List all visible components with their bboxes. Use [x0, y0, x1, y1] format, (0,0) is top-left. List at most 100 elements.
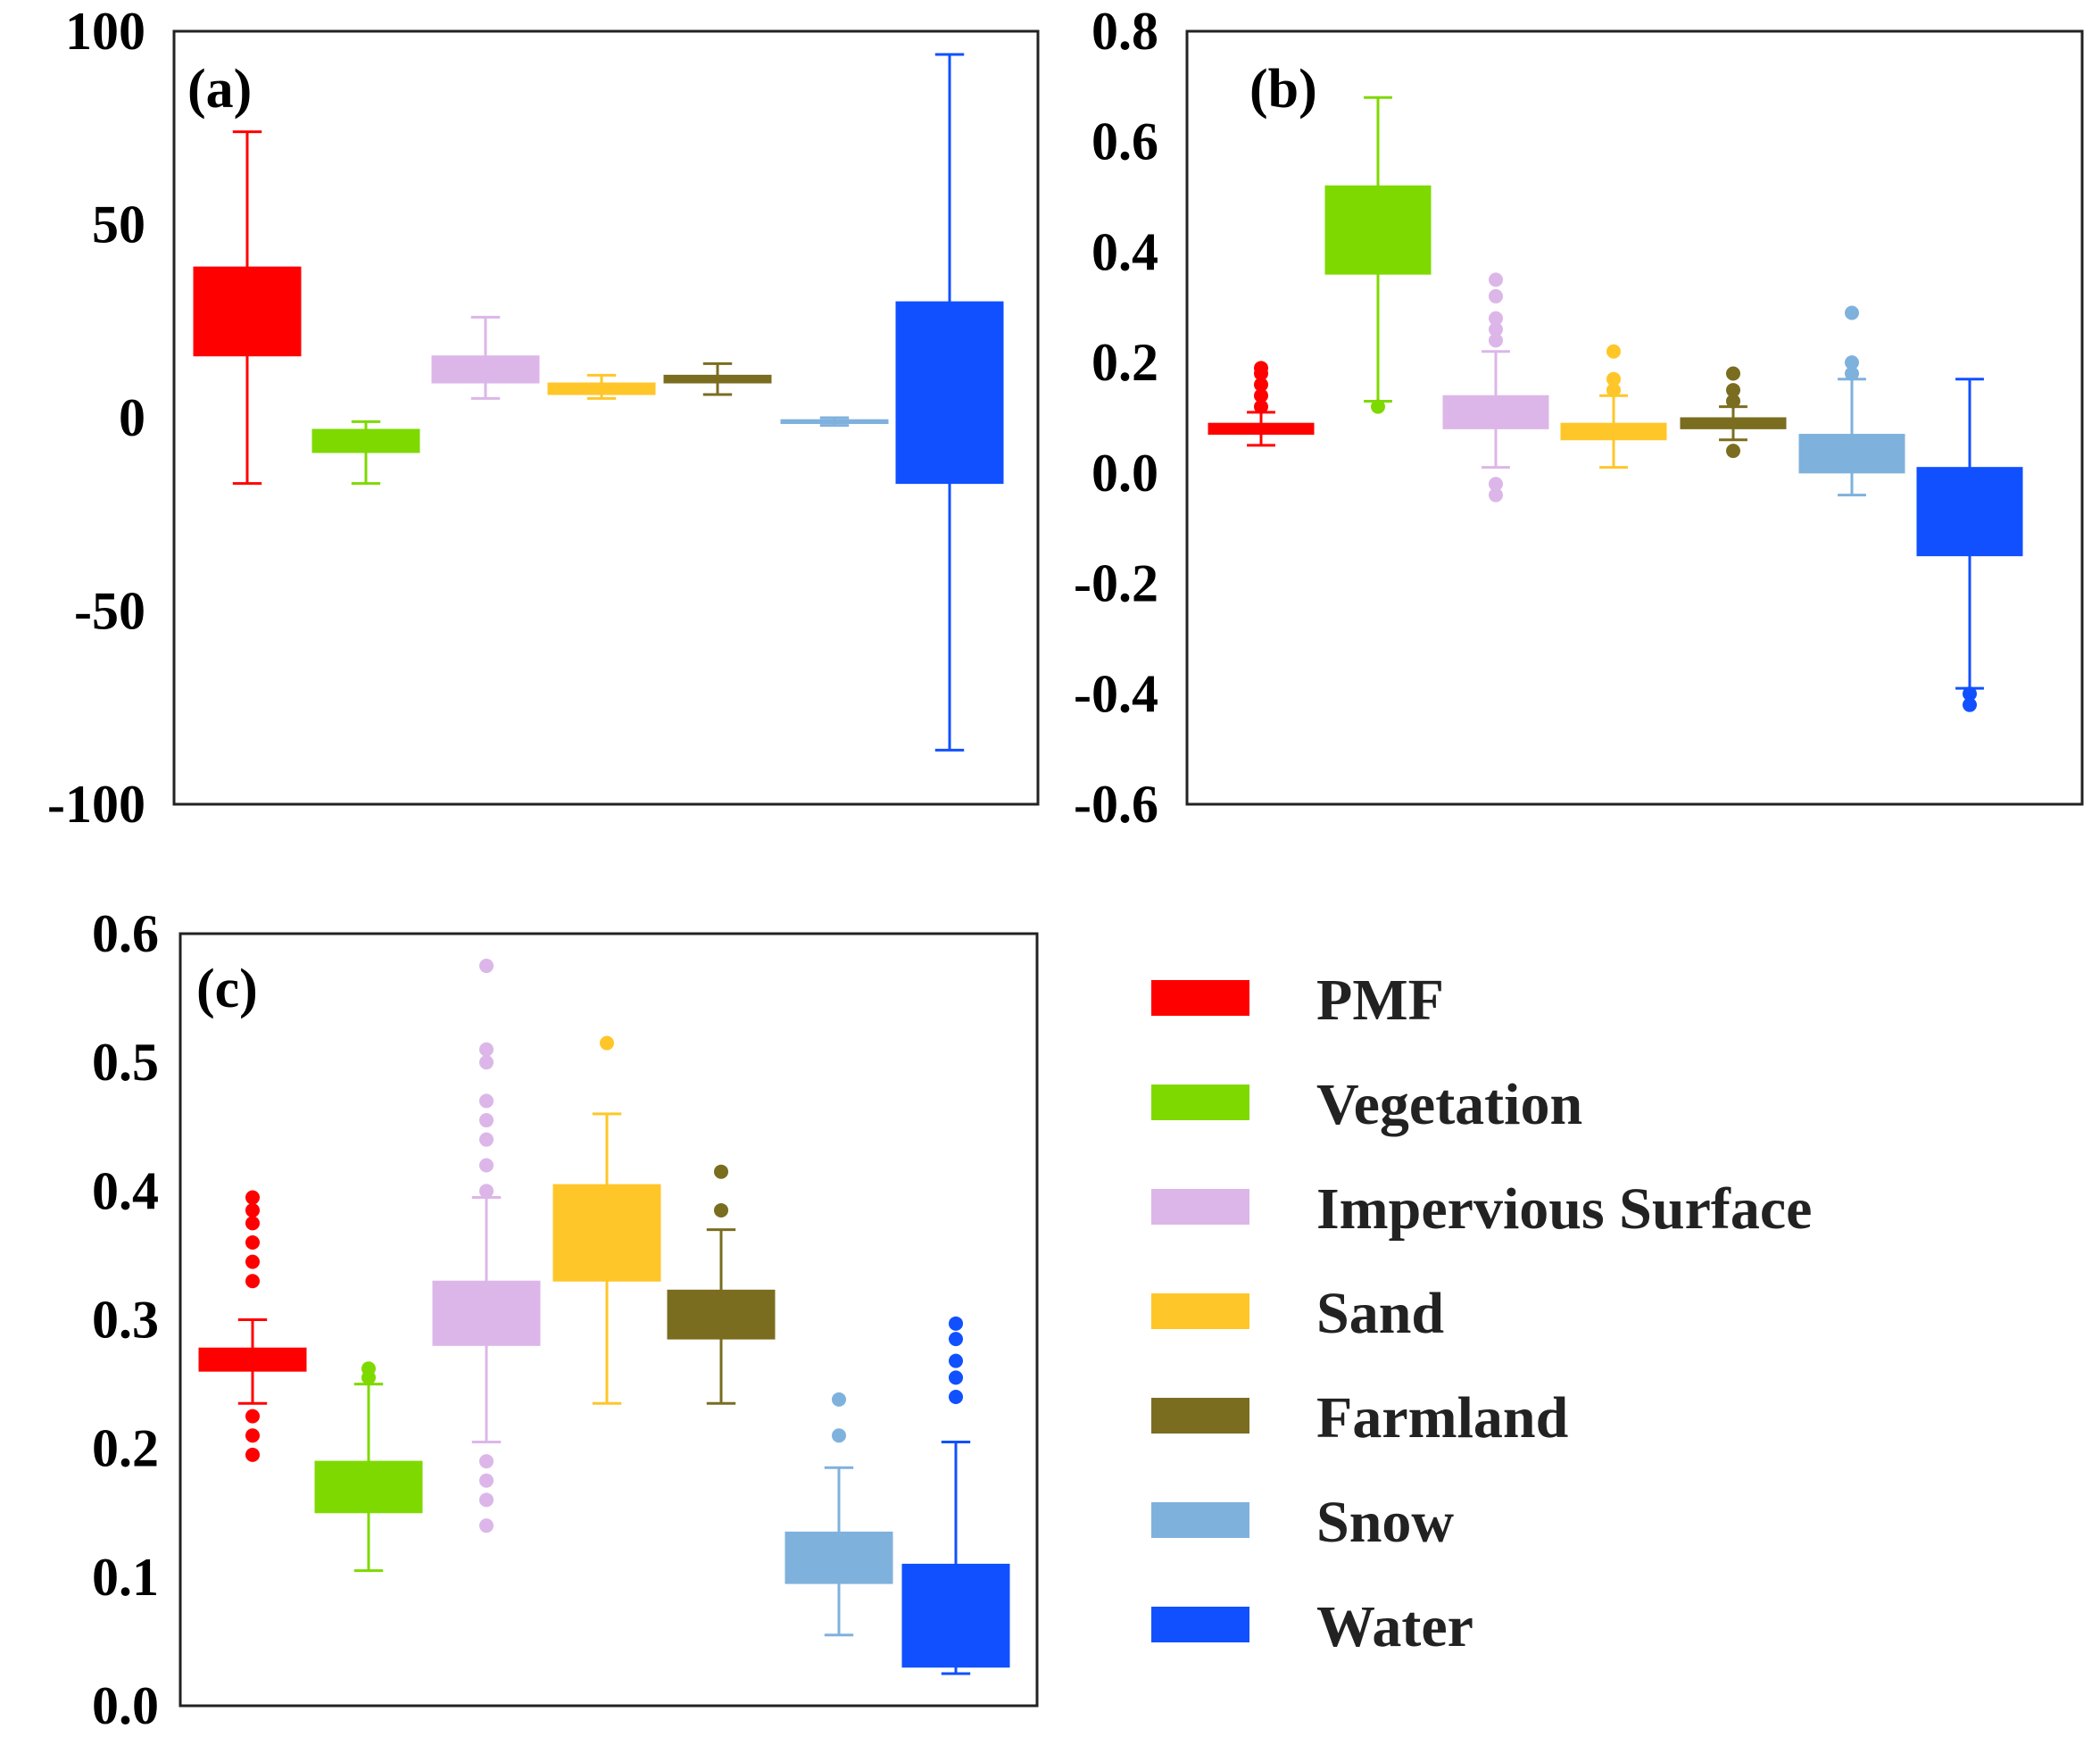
legend-label: Vegetation [1316, 1072, 1582, 1137]
panel-b-ytick-label: 0.8 [1092, 2, 1158, 61]
panel-a-box-pmf [193, 130, 302, 486]
outlier-point [479, 1042, 494, 1057]
outlier-point [949, 1316, 963, 1331]
box-iqr [311, 428, 420, 453]
box-iqr [547, 382, 656, 395]
box-iqr [1798, 434, 1905, 474]
box-iqr [193, 266, 302, 357]
outlier-point [714, 1164, 728, 1179]
outlier-point [245, 1190, 260, 1205]
legend-swatch [1151, 1398, 1249, 1434]
panel-c-label: (c) [196, 959, 258, 1019]
outlier-point [1606, 383, 1621, 398]
legend-swatch [1151, 1293, 1249, 1329]
outlier-point [1845, 305, 1859, 320]
panel-c-ytick-label: 0.5 [92, 1033, 159, 1092]
outlier-point [245, 1254, 260, 1269]
panel-b-box-vegetation [1324, 96, 1432, 414]
panel-c-ytick-label: 0.4 [92, 1161, 159, 1220]
legend: PMF Vegetation Impervious Surface Sand Farml… [1151, 968, 1812, 1659]
legend-item-farmland: Farmland [1151, 1385, 1568, 1450]
outlier-point [1489, 311, 1503, 326]
outlier-point [479, 1454, 494, 1469]
outlier-point [1489, 322, 1503, 337]
box-iqr [901, 1563, 1010, 1668]
box-iqr [198, 1347, 307, 1372]
panel-b-ytick-label: 0.2 [1092, 333, 1158, 392]
outlier-point [361, 1361, 376, 1376]
panel-b: -0.6 -0.4 -0.2 0.0 0.2 0.4 0.6 0.8 (b) [1074, 2, 2084, 834]
panel-a-box-farmland [663, 362, 772, 396]
box-iqr [667, 1289, 776, 1340]
outlier-point [1254, 377, 1268, 392]
panel-b-ytick-label: -0.6 [1074, 775, 1158, 834]
outlier-point [1606, 344, 1621, 359]
box-iqr [784, 1531, 893, 1584]
panel-b-box-farmland [1680, 366, 1787, 459]
outlier-point [479, 1473, 494, 1488]
panel-b-box-sand [1560, 344, 1667, 470]
box-iqr [431, 355, 540, 384]
box-iqr [780, 419, 889, 424]
outlier-point [1489, 272, 1503, 287]
panel-a-ytick-label: 100 [65, 2, 145, 61]
outlier-point [1726, 394, 1740, 409]
outlier-point [1726, 383, 1740, 398]
panel-a-ytick-label: 0 [119, 388, 145, 447]
box-iqr [432, 1280, 541, 1346]
outlier-point [479, 1113, 494, 1128]
legend-label: Snow [1316, 1490, 1454, 1555]
panel-c-frame [178, 932, 1039, 1708]
box-iqr [552, 1184, 661, 1282]
panel-a-box-vegetation [311, 420, 420, 486]
panel-b-box-impervious-surface [1442, 272, 1549, 503]
legend-label: Farmland [1316, 1385, 1568, 1450]
panel-c-box-snow [784, 1392, 893, 1637]
outlier-point [832, 1392, 846, 1407]
outlier-point [832, 1428, 846, 1443]
box-iqr [1680, 417, 1787, 429]
panel-a-box-sand [547, 373, 656, 400]
legend-item-pmf: PMF [1151, 968, 1444, 1033]
outlier-point [245, 1428, 260, 1443]
outlier-point [1489, 333, 1503, 348]
box-iqr [895, 301, 1004, 485]
panel-c-plot [198, 959, 1010, 1675]
outlier-point [479, 1492, 494, 1508]
panel-a: -100 -50 0 50 100 (a) [47, 2, 1040, 834]
panel-a-ytick-label: 50 [92, 195, 145, 254]
outlier-point [949, 1370, 963, 1385]
panel-c-box-farmland [667, 1164, 776, 1405]
panel-c-box-water [901, 1316, 1010, 1675]
panel-c-ticks: 0.0 0.1 0.2 0.3 0.4 0.5 0.6 [92, 904, 159, 1735]
panel-a-ticks: -100 -50 0 50 100 [47, 2, 145, 834]
panel-a-box-impervious-surface [431, 315, 540, 400]
outlier-point [479, 1184, 494, 1199]
outlier-point [479, 1093, 494, 1109]
legend-swatch [1151, 1189, 1249, 1225]
panel-b-ytick-label: 0.6 [1092, 112, 1158, 171]
outlier-point [1726, 444, 1740, 459]
box-iqr [1208, 422, 1315, 436]
legend-swatch [1151, 1085, 1249, 1120]
panel-a-box-water [895, 53, 1004, 752]
outlier-point [245, 1216, 260, 1231]
panel-c-box-impervious-surface [432, 959, 541, 1533]
panel-a-label: (a) [187, 59, 252, 120]
outlier-point [479, 959, 494, 974]
outlier-point [245, 1202, 260, 1218]
legend-label: PMF [1316, 968, 1444, 1033]
panel-a-ytick-label: -100 [47, 775, 145, 834]
panel-c-box-sand [552, 1035, 661, 1405]
panel-c-ytick-label: 0.3 [92, 1291, 159, 1350]
box-iqr [1324, 185, 1432, 275]
outlier-point [1489, 477, 1503, 492]
panel-b-ytick-label: -0.2 [1074, 554, 1158, 613]
panel-c-ytick-label: 0.2 [92, 1419, 159, 1478]
outlier-point [479, 1132, 494, 1147]
legend-item-water: Water [1151, 1594, 1473, 1659]
outlier-point [1963, 697, 1977, 712]
outlier-point [1489, 288, 1503, 303]
panel-c-ytick-label: 0.1 [92, 1548, 159, 1607]
outlier-point [479, 1055, 494, 1070]
